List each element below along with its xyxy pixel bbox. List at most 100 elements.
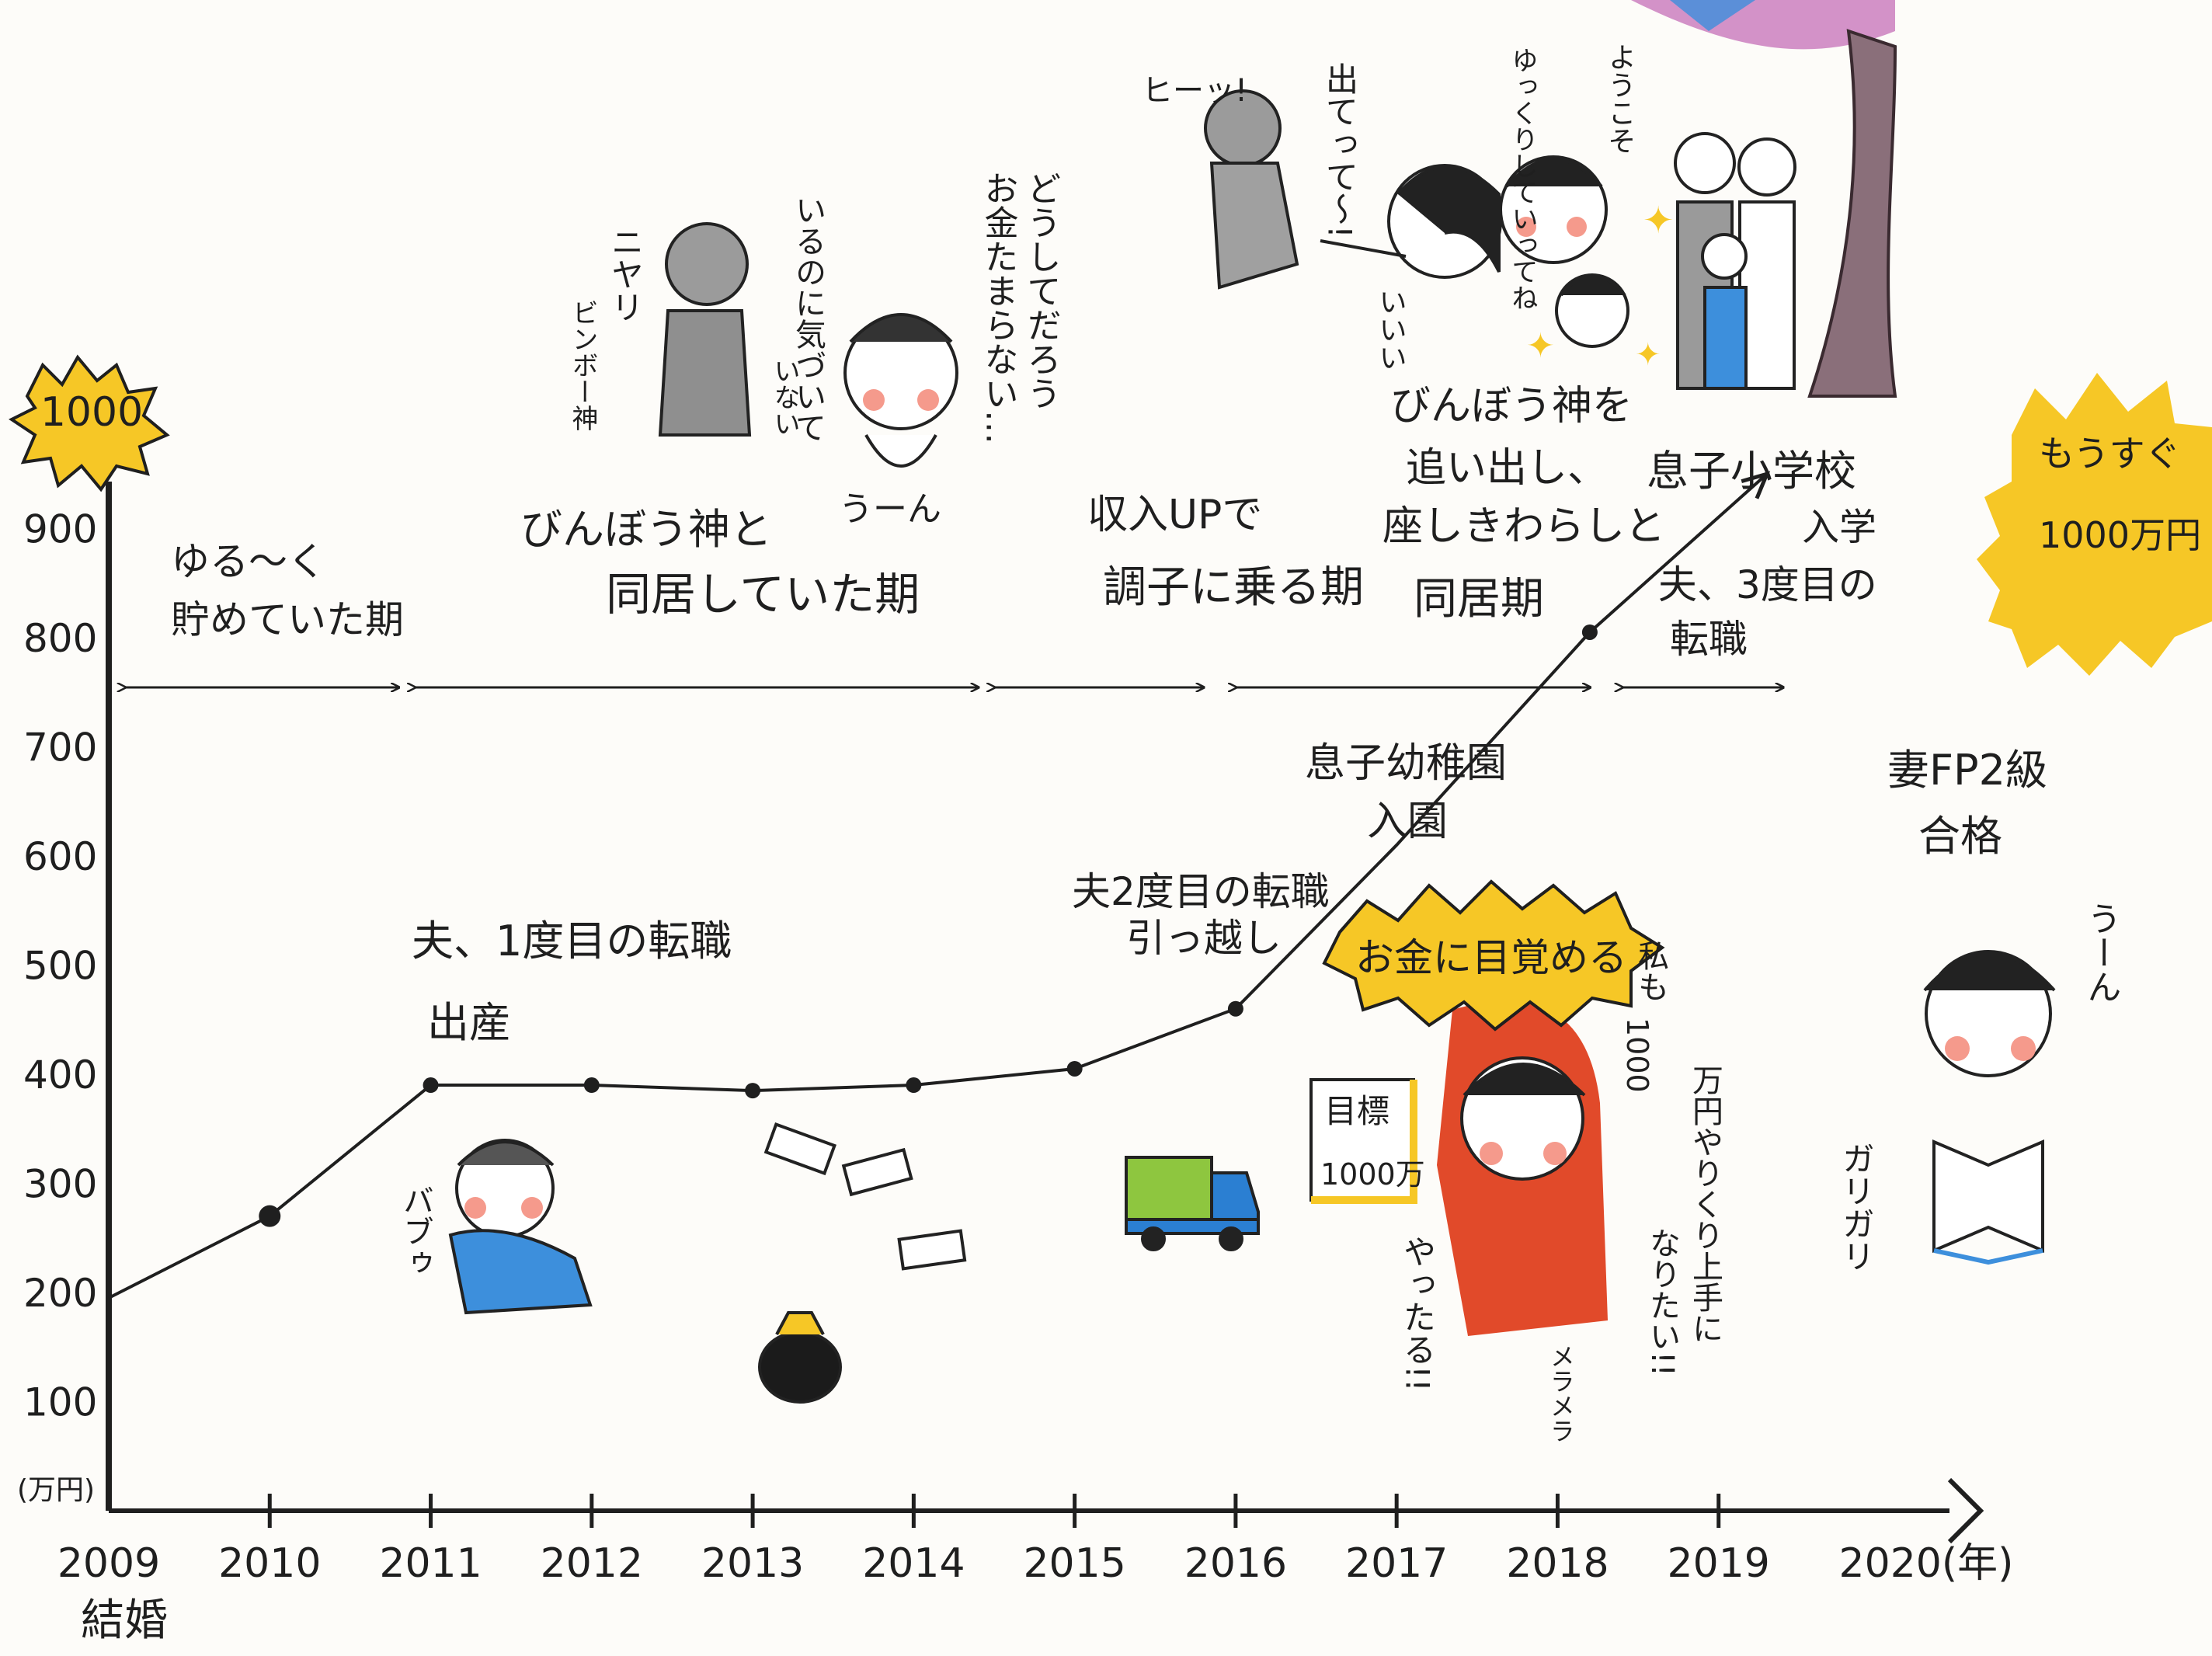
speech-text: ガリガリ [1838,1142,1876,1272]
period-label: 調子に乗る期 [1103,562,1364,613]
speech-text: メラメラ [1546,1344,1576,1443]
x-ticks: 2009 2010 2011 2012 2013 2014 2015 2016 2017 2018… [57,1494,2013,1587]
almost-goal-badge [1977,373,2212,676]
y-tick-label: 900 [23,507,97,552]
period-label: 同居していた期 [606,568,920,621]
series-polyline [108,472,1769,1299]
period-label: 貯めていた期 [171,597,404,642]
svg-text:✦: ✦ [1643,199,1674,242]
studying-man-illustration [1923,950,2056,1265]
x-tick-label: 2017 [1345,1540,1448,1587]
y-max-label: 1000 [40,389,143,436]
svg-text:✦: ✦ [1526,326,1555,366]
period-label: 座しきわらしと [1382,503,1665,550]
annotation-label: 1000万 [1320,1157,1425,1192]
annotation-label: 息子幼稚園 [1305,740,1507,787]
y-tick-label: 500 [23,944,97,989]
annotation-label: 転職 [1670,617,1748,662]
annotation-label: 入園 [1367,798,1448,845]
x-tick-label: 2015 [1023,1540,1125,1587]
x-tick-label: 2018 [1506,1540,1609,1587]
flying-binbogami-illustration [1204,89,1299,290]
x-tick-label: 2009 [57,1540,160,1587]
annotation-label: 妻FP2級 [1887,746,2047,795]
speech-text: ヒーッ! [1142,73,1247,109]
speech-text: ニヤリ [607,225,645,323]
speech-text: うーん [839,489,941,529]
period-label: びんぼう神を [1390,383,1633,430]
speech-text: 私も [1633,940,1668,1002]
y-tick-label: 700 [23,725,97,771]
x-tick-label: 2012 [541,1540,643,1587]
speech-text: いない [769,357,800,437]
worried-man-illustration [843,313,958,468]
wallet-money-illustration [758,1122,967,1404]
speech-text: どうしてだろう [1021,171,1061,410]
data-point [1581,624,1598,640]
data-point [1066,1060,1083,1077]
y-tick-label: 400 [23,1052,97,1098]
y-tick-label: 100 [23,1380,97,1425]
y-tick-label: 600 [23,834,97,879]
family-illustration [1674,132,1796,390]
annotation-label: 夫、3度目の [1658,562,1877,607]
labels: 1000 (万円) 結婚 ゆる〜く 貯めていた期 びんぼう神と 同居していた期 … [17,43,2201,1646]
series-points [259,624,1598,1227]
determined-woman-illustration [1437,1000,1608,1336]
annotation-label: 夫、1度目の転職 [412,917,732,965]
annotation-label: 目標 [1324,1092,1389,1130]
data-point [583,1077,600,1094]
annotation-label: 入学 [1802,506,1876,549]
speech-text: 1000 [1620,1018,1654,1093]
x-tick-label: 2019 [1668,1540,1770,1587]
speech-text: やったる!! [1399,1235,1437,1392]
y-tick-label: 800 [23,616,97,661]
moving-truck-illustration [1125,1156,1260,1251]
annotation-label: もうすぐ [2039,433,2181,475]
annotation-label: 引っ越し [1126,916,1282,961]
annotation-label: 息子小学校 [1647,447,1856,496]
annotation-label: 1000万円 [2039,514,2201,556]
x-tick-label: 2014 [862,1540,965,1587]
speech-text: いいい [1375,287,1407,371]
welcoming-family-illustration: ✦ ✦ ✦ [1499,155,1674,373]
speech-text: バブゥ [398,1185,433,1278]
svg-text:✦: ✦ [1635,337,1661,373]
awakening-badge [1322,879,1665,1032]
annotation-label: 出産 [427,998,511,1047]
x-sublabel: 結婚 [81,1595,168,1646]
annotation-label: 夫2度目の転職 [1072,869,1330,914]
y-max-badge [9,354,170,492]
goal-sign-illustration [1309,1078,1417,1204]
x-axis-arrowhead [1947,1477,1984,1544]
x-tick-label: 2010 [218,1540,321,1587]
x-tick-label: 2016 [1184,1540,1287,1587]
period-label: ゆる〜く [171,539,326,584]
speech-text: 万円やりくり上手に [1687,1064,1723,1344]
data-point [906,1077,922,1094]
axes [106,482,1984,1544]
y-tick-label: 200 [23,1271,97,1316]
x-tick-label: 2013 [701,1540,804,1587]
speech-text: お金たまらない… [979,171,1018,444]
period-label: 同居期 [1414,574,1544,624]
series-arrowhead [1741,471,1771,499]
y-axis-unit: (万円) [17,1474,95,1506]
data-point [1227,1000,1243,1017]
speech-text: ようこそ [1604,43,1636,155]
y-ticks: 100 200 300 400 500 600 700 800 900 [23,507,97,1425]
crawling-baby-illustration [448,1139,593,1315]
speech-text: いるのに気づいて [790,194,826,443]
period-label: びんぼう神と [520,505,772,554]
annotation-label: お金に目覚める [1355,935,1627,980]
speech-text: なりたい!! [1644,1227,1680,1376]
binbogami-illustration [658,222,752,437]
illustrations: ✦ ✦ ✦ [448,0,2056,1404]
speech-text: ゆっくりしていってね [1507,47,1538,311]
period-label: 追い出し、 [1406,445,1608,492]
x-tick-label: 2011 [379,1540,482,1587]
data-point [745,1083,761,1099]
speech-text: うーん [2082,901,2121,1004]
period-label: 収入UPで [1087,492,1262,538]
